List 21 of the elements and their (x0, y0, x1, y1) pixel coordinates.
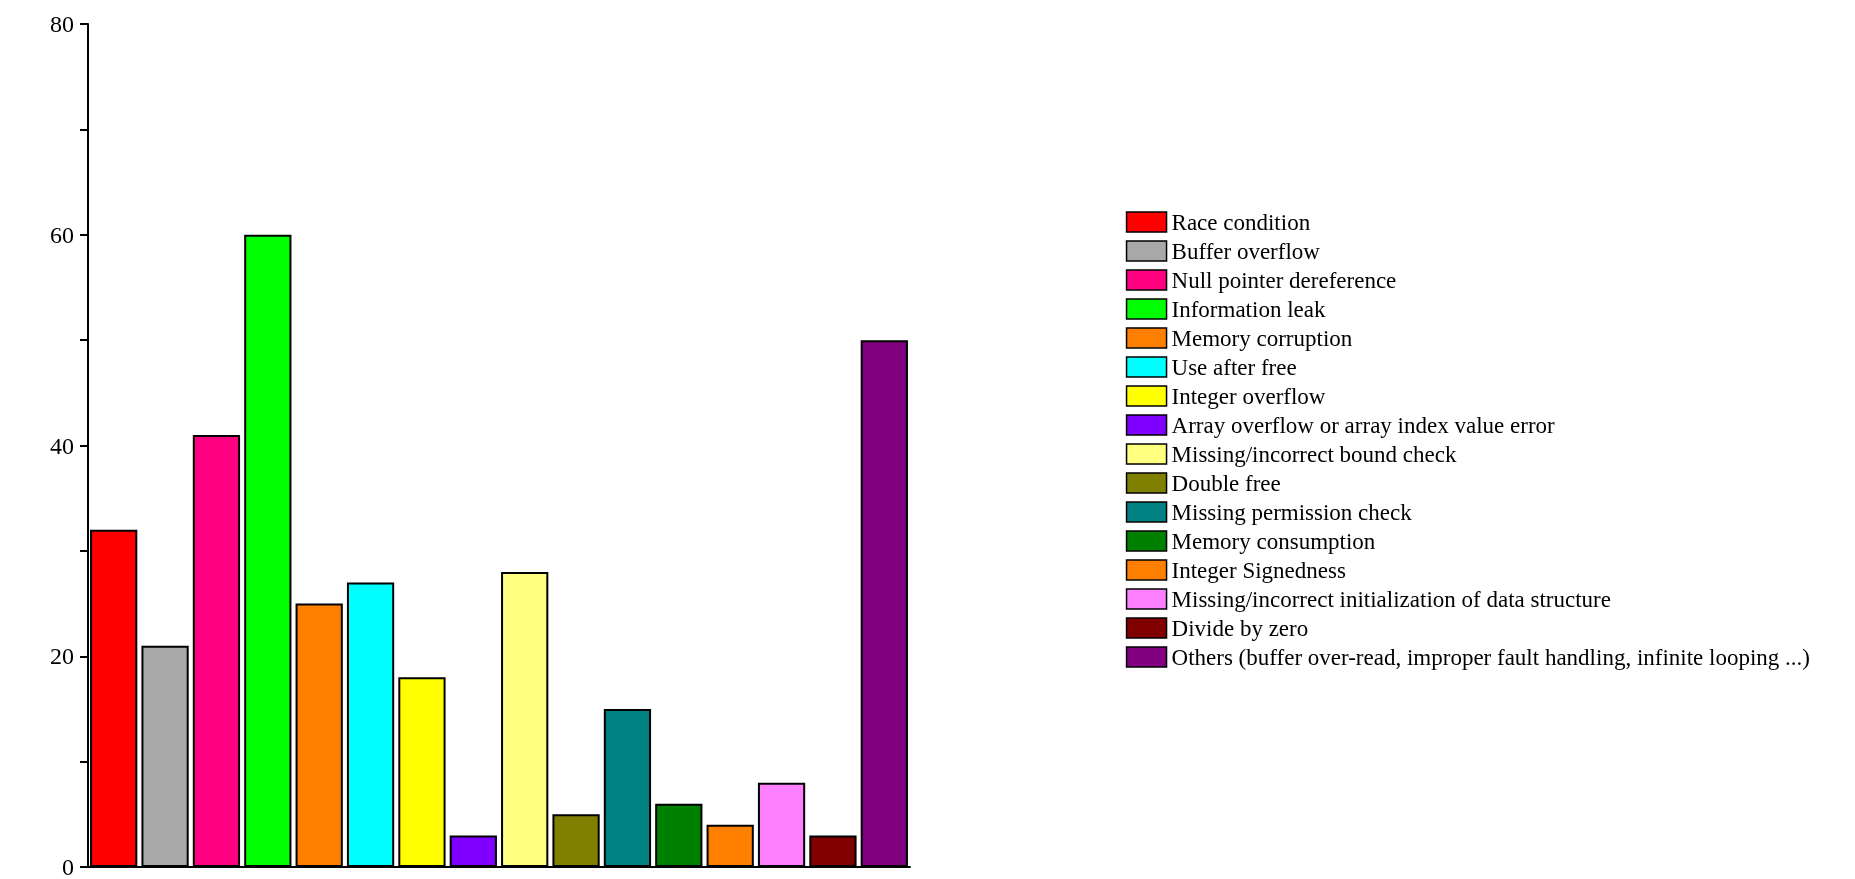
legend-label: Integer Signedness (1171, 557, 1346, 583)
legend-label: Integer overflow (1171, 383, 1326, 409)
legend-label: Memory corruption (1171, 325, 1353, 351)
legend-label: Others (buffer over-read, improper fault handling, infinite looping ...) (1171, 644, 1810, 670)
legend-label: Race condition (1171, 209, 1311, 235)
legend-label: Divide by zero (1171, 615, 1309, 641)
legend-label: Use after free (1171, 354, 1297, 380)
y-tick-label: 60 (50, 221, 74, 248)
legend-label: Buffer overflow (1171, 238, 1321, 264)
legend-label: Memory consumption (1171, 528, 1376, 554)
y-tick-label: 80 (50, 11, 74, 37)
legend-label: Missing/incorrect bound check (1171, 441, 1457, 467)
legend-label: Null pointer dereference (1171, 267, 1397, 293)
y-tick-label: 20 (50, 643, 74, 670)
legend-label: Double free (1171, 470, 1281, 496)
legend-label: Missing/incorrect initialization of data structure (1171, 586, 1611, 612)
y-tick-label: 40 (50, 432, 74, 459)
legend-label: Missing permission check (1171, 499, 1413, 525)
legend-label: Information leak (1171, 296, 1326, 322)
legend-label: Array overflow or array index value error (1171, 412, 1556, 438)
y-tick-label: 0 (62, 854, 74, 879)
